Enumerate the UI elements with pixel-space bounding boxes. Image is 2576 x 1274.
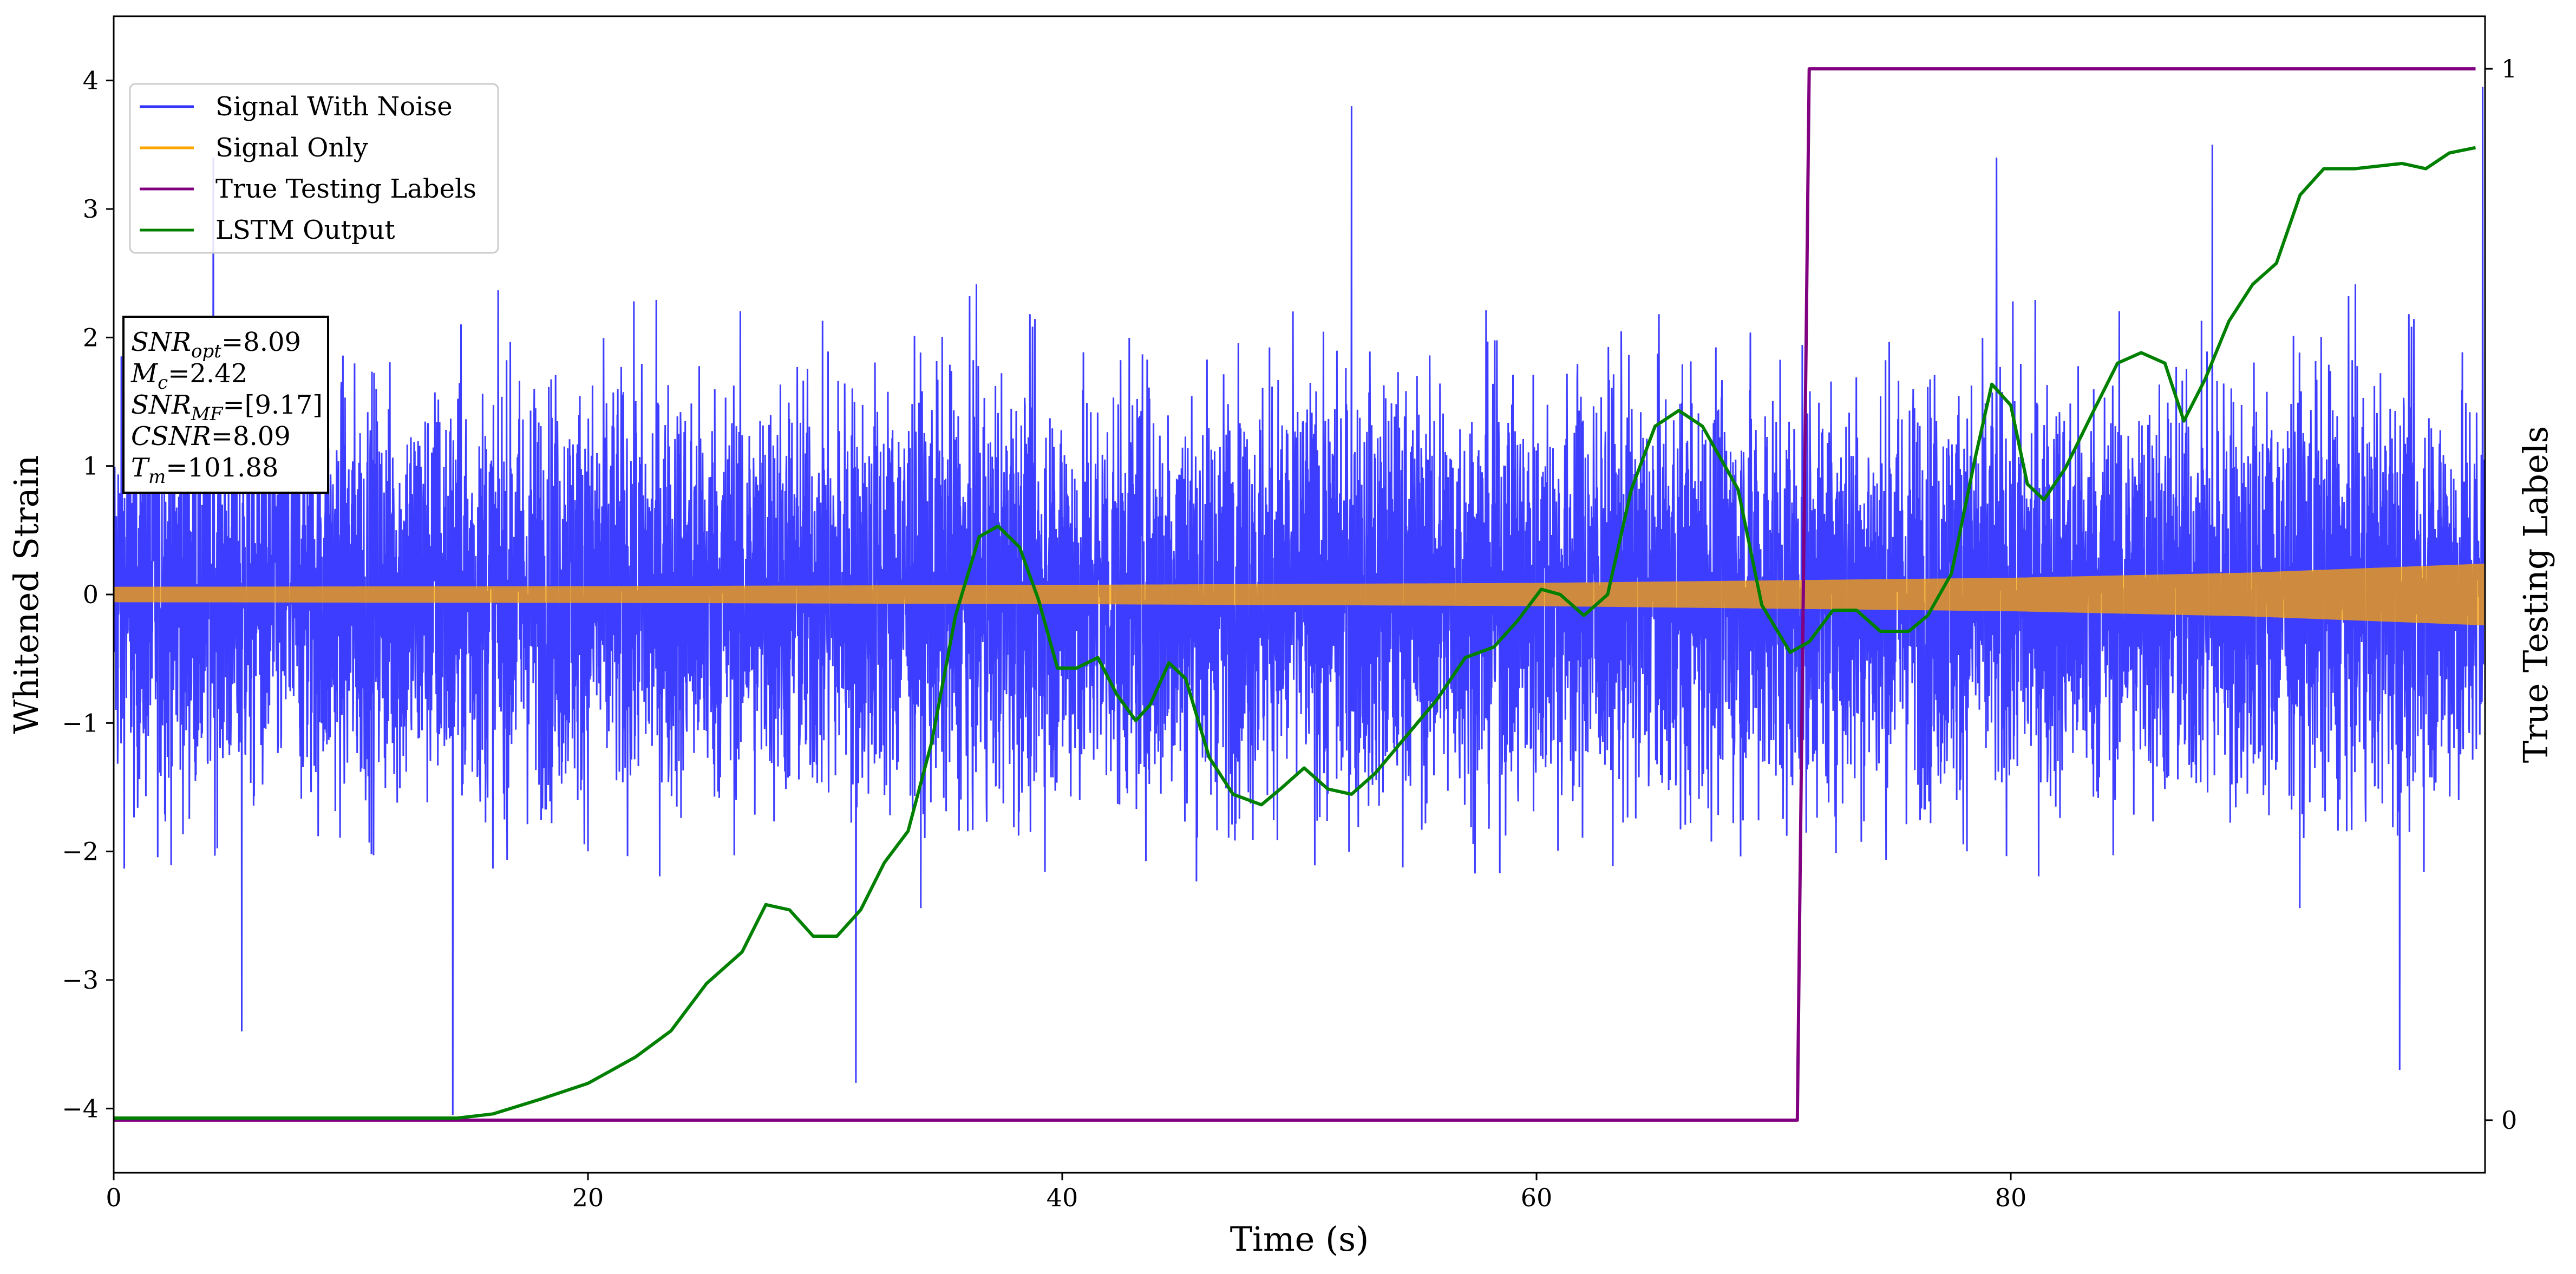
y-axis-ticks: −4 −3 −2 −1 0 1 2 3 4 [62, 66, 114, 1123]
y2-axis-ticks: 01 [2485, 54, 2517, 1135]
series-signal-only [114, 564, 2485, 626]
info-annotation-line: SNRMF=[9.17] [131, 390, 323, 425]
legend-label: Signal Only [215, 133, 368, 163]
info-annotation-line: SNRopt=8.09 [131, 327, 301, 362]
series-signal-with-noise [114, 87, 2485, 1115]
y2-tick-label: 0 [2501, 1106, 2517, 1135]
plot-series [114, 67, 2485, 1122]
legend-box [129, 83, 499, 254]
x-tick-label: 40 [1047, 1183, 1078, 1212]
series-true-testing-labels [114, 67, 2476, 1122]
x-axis-label: Time (s) [1230, 1219, 1369, 1259]
legend-label: LSTM Output [215, 215, 395, 245]
info-annotation-line: Mc=2.42 [130, 358, 247, 394]
info-annotation: SNRopt=8.09Mc=2.42SNRMF=[9.17]CSNR=8.09T… [122, 316, 329, 494]
y-axis-label: Whitened Strain [6, 455, 46, 734]
x-tick-label: 60 [1521, 1183, 1553, 1212]
y2-axis-label: True Testing Labels [2516, 426, 2555, 763]
legend-label: Signal With Noise [215, 92, 453, 122]
y-tick-label: 4 [83, 66, 99, 95]
y-tick-label: 3 [83, 194, 99, 224]
series-lstm-output [114, 146, 2476, 1120]
y-tick-label: −2 [62, 837, 99, 866]
info-annotation-line: CSNR=8.09 [131, 421, 291, 452]
y-tick-label: 1 [83, 452, 99, 481]
x-tick-label: 0 [106, 1183, 121, 1212]
y-tick-label: −4 [62, 1094, 99, 1123]
info-annotation-line: Tm=101.88 [131, 453, 278, 488]
legend-label: True Testing Labels [215, 174, 476, 204]
legend: Signal With Noise Signal Only True Testing… [129, 83, 499, 254]
y-tick-label: −3 [62, 965, 99, 995]
y2-tick-label: 1 [2501, 54, 2517, 83]
y-tick-label: 2 [83, 323, 99, 352]
y-tick-label: 0 [83, 580, 99, 609]
info-annotation-box [122, 316, 329, 494]
x-axis-ticks: 0 20 40 60 80 [106, 1173, 2026, 1212]
x-tick-label: 80 [1995, 1183, 2027, 1212]
y-tick-label: −1 [62, 708, 99, 737]
x-tick-label: 20 [572, 1183, 604, 1212]
